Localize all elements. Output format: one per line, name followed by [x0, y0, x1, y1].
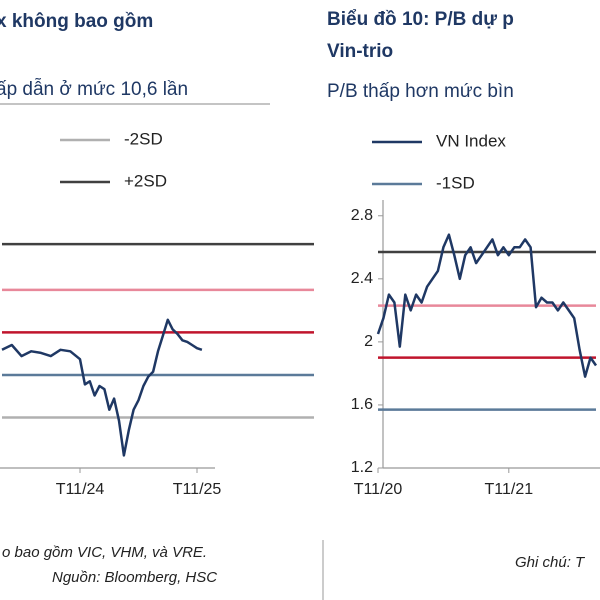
y-tick-label: 2 [364, 333, 373, 350]
x-tick-label: T11/24 [56, 481, 105, 498]
legend-label: VN Index [436, 131, 506, 150]
chart-subtitle: ấp dẫn ở mức 10,6 lần [0, 78, 188, 100]
footnote: Nguồn: Bloomberg, HSC [52, 569, 217, 586]
x-tick-label: T11/20 [354, 481, 403, 498]
footnote: Ghi chú: T [515, 554, 586, 571]
chart-subtitle: P/B thấp hơn mức bìn [327, 81, 514, 102]
data-line [376, 233, 598, 378]
footnote: o bao gồm VIC, VHM, và VRE. [2, 544, 207, 561]
y-tick-label: 2.8 [351, 207, 373, 224]
legend-label: -2SD [124, 129, 163, 148]
chart-title: Biểu đồ 10: P/B dự p [327, 9, 514, 30]
legend-label: -1SD [436, 173, 475, 192]
data-line [1, 318, 203, 457]
y-tick-label: 1.6 [351, 396, 373, 413]
legend-label: +2SD [124, 171, 167, 190]
chart-title: Vin-trio [327, 41, 393, 62]
chart-title: x không bao gồm [0, 11, 153, 32]
x-tick-label: T11/25 [173, 481, 222, 498]
x-tick-label: T11/21 [484, 481, 533, 498]
y-tick-label: 1.2 [351, 459, 373, 476]
y-tick-label: 2.4 [351, 270, 373, 287]
